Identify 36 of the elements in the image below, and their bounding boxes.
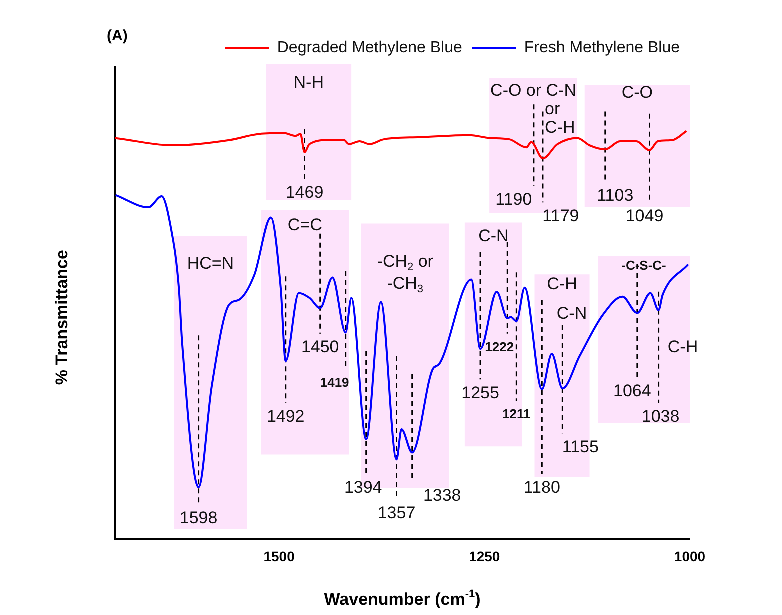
ref-line-label: 1492 (266, 406, 305, 426)
ref-line-label: 1049 (626, 206, 664, 226)
ref-line-label: 1180 (524, 478, 560, 498)
ref-line-label: 1255 (462, 383, 500, 402)
band-label: C-O (622, 83, 654, 102)
band-label: C-N (478, 226, 509, 246)
ref-line-label: 1155 (562, 437, 599, 456)
ref-line-label: 1419 (320, 375, 350, 390)
ref-line-label: 1064 (614, 381, 652, 400)
ref-line-label: 1211 (502, 406, 531, 422)
ref-line-label: 1357 (378, 503, 416, 522)
y-axis-title: % Transmittance (52, 250, 72, 386)
ref-line-label: 1338 (423, 486, 462, 506)
ref-line-label: 1394 (344, 478, 382, 498)
ref-line-label: 1103 (597, 186, 634, 205)
x-tick-label: 1000 (674, 548, 706, 564)
ref-line-label: 1179 (542, 206, 580, 226)
chart-title: (A) (107, 28, 128, 45)
band-label: N-H (294, 72, 324, 92)
band-label: -C-S-C- (622, 258, 666, 274)
ref-line-label: 1598 (180, 508, 218, 528)
legend-label: Fresh Methylene Blue (524, 39, 680, 56)
ref-line-label: 1469 (286, 182, 324, 202)
x-tick-label: 1500 (264, 548, 296, 564)
ref-line-label: 1450 (301, 338, 340, 357)
band-label: HC=N (187, 254, 234, 274)
legend-label: Degraded Methylene Blue (277, 39, 462, 56)
band-label: C-O or C-N or C-H (490, 81, 576, 137)
ref-line-label: 1222 (485, 339, 514, 354)
x-tick-label: 1250 (469, 548, 500, 564)
annotation: C-N (556, 304, 588, 323)
ref-line-label: 1038 (642, 406, 680, 426)
annotation: C-H (668, 338, 698, 357)
band-label: C-H (547, 274, 578, 294)
band-label: C=C (288, 215, 322, 234)
ref-line-label: 1190 (496, 190, 532, 210)
